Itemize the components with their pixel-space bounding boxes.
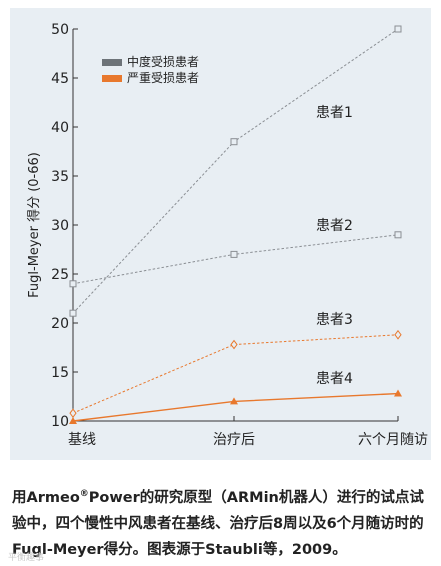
y-axis-label: Fugl-Meyer 得分 (0-66) [26,152,42,298]
series-line-patient-3 [72,334,399,414]
data-point-diamond [230,339,238,350]
y-tick-label: 40 [51,120,69,136]
legend-swatch [102,59,122,66]
y-tick-label: 10 [51,414,69,430]
y-tick-label: 35 [51,169,69,185]
series-line-patient-1 [72,28,399,314]
y-tick-label: 20 [51,316,69,332]
caption-text-1: 用Armeo [12,489,80,506]
legend-swatch [102,75,122,82]
caption-text-2: Power的研究原型（ARMin机器人）进行的试点试验中，四个慢性中风患者在基线… [12,489,424,558]
data-point-diamond [69,408,77,418]
y-tick-label: 45 [51,71,69,87]
x-tick-label: 基线 [68,431,96,448]
data-point-square [230,250,238,258]
registered-mark: ® [79,489,89,499]
y-tick-label: 15 [51,365,69,381]
data-point-square [230,138,238,146]
patient-label-3: 患者3 [316,312,353,328]
patient-label-2: 患者2 [316,218,353,234]
legend-label: 中度受损患者 [127,54,199,69]
x-tick-label: 治疗后 [213,432,255,448]
x-tick-label: 六个月随访 [358,432,428,448]
series-line-patient-2 [72,234,399,285]
y-tick-label: 25 [51,267,69,283]
data-point-square [394,231,402,239]
y-tick-label: 50 [51,22,69,38]
data-point-square [394,25,402,33]
legend-label: 严重受损患者 [127,71,199,85]
data-point-triangle [69,417,77,424]
y-tick-label: 30 [51,218,69,234]
fugl-meyer-line-chart: 10 15 20 25 30 35 40 45 50 基线 治疗后 六个月随访 Fugl-Meyer 得… [26,22,428,448]
chart-panel: 10 15 20 25 30 35 40 45 50 基线 治疗后 六个月随访 Fugl-Meyer 得… [10,8,431,460]
data-point-diamond [394,329,402,340]
data-point-square [69,309,77,317]
data-point-triangle [394,389,402,397]
series-line-patient-4 [72,392,399,422]
figure-caption: 用Armeo®Power的研究原型（ARMin机器人）进行的试点试验中，四个慢性… [12,481,432,563]
data-point-triangle [230,397,238,405]
patient-label-4: 患者4 [316,371,353,387]
watermark: 平衡趣事 [8,553,45,563]
patient-label-1: 患者1 [316,105,353,121]
data-point-square [69,280,77,288]
